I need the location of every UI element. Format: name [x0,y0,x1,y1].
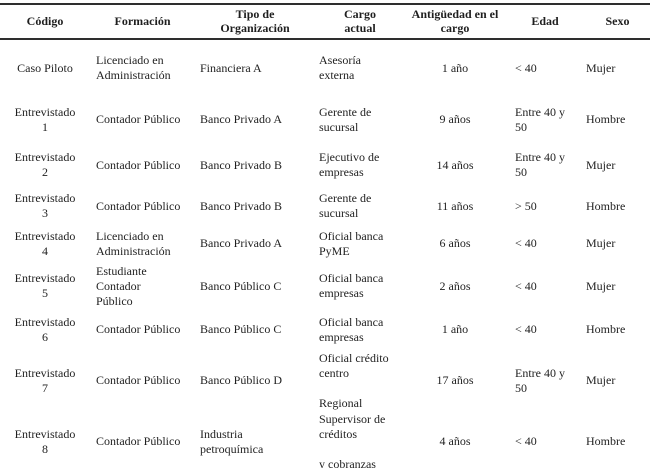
table-cell: Oficial crédito centro Regional [319,350,389,410]
table-cell: Entrevistado 2 [14,150,76,180]
table-cell: Financiera A [200,60,262,75]
header-row: Código Formación Tipo de Organización Ca… [0,4,650,40]
table-cell: 17 años [436,373,474,388]
header-edad: Edad [505,4,585,40]
table-cell: Mujer [586,60,616,75]
table-row-entrevistado-1: Entrevistado 1 Contador Público Banco Pr… [0,97,650,143]
table-cell: Contador Público [96,373,181,388]
table-cell: Banco Público C [200,322,282,337]
table-cell: Oficial banca empresas [319,271,384,301]
table-cell: Oficial banca PyME [319,228,384,258]
table-cell: 1 año [441,60,469,75]
table-cell: Gerente de sucursal [319,104,372,134]
header-sexo: Sexo [585,4,650,40]
table-cell: 4 años [439,434,471,449]
table-cell: Caso Piloto [17,60,73,75]
table-cell: Mujer [586,157,616,172]
table-cell: Banco Privado A [200,236,282,251]
table-row-entrevistado-3: Entrevistado 3 Contador Público Banco Pr… [0,188,650,225]
table-cell: Industria petroquímica [200,426,264,456]
table-cell: Contador Público [96,112,181,127]
table-cell: Contador Público [96,198,181,213]
table-cell: Hombre [586,434,626,449]
table-cell: Supervisor de créditos y cobranzas [319,411,386,468]
table-cell: Banco Privado B [200,157,282,172]
table-cell: Estudiante Contador Público [96,263,147,308]
table-cell: Entrevistado 6 [14,314,76,344]
table-row-caso-piloto: Caso Piloto Licenciado en Administración… [0,39,650,97]
table-cell: 2 años [439,278,471,293]
table-cell: Entre 40 y 50 [515,150,565,180]
table-cell: Hombre [586,198,626,213]
table-row-entrevistado-7: Entrevistado 7 Contador Público Banco Pú… [0,350,650,412]
table-cell: Entrevistado 8 [14,426,76,456]
table-cell: < 40 [515,434,537,449]
header-cargo-actual: Cargo actual [315,4,405,40]
table-row-entrevistado-5: Entrevistado 5 Estudiante Contador Públi… [0,263,650,310]
table-cell: Licenciado en Administración [96,53,171,83]
table-cell: Licenciado en Administración [96,228,171,258]
table-cell: Banco Público D [200,373,282,388]
table-cell: < 40 [515,60,537,75]
table-cell: < 40 [515,322,537,337]
table-cell: Mujer [586,278,616,293]
participants-table: Código Formación Tipo de Organización Ca… [0,3,650,468]
table-cell: 14 años [436,157,474,172]
table-cell: Entrevistado 5 [14,271,76,301]
table-cell: Entre 40 y 50 [515,104,565,134]
table-cell: Entrevistado 1 [14,104,76,134]
table-row-entrevistado-6: Entrevistado 6 Contador Público Banco Pú… [0,310,650,350]
table-cell: Mujer [586,236,616,251]
table-cell: Gerente de sucursal [319,191,372,221]
table-row-entrevistado-8: Entrevistado 8 Contador Público Industri… [0,412,650,468]
table-cell: Banco Privado A [200,112,282,127]
table-cell: Mujer [586,373,616,388]
table-cell: Contador Público [96,322,181,337]
table-cell: Entrevistado 3 [14,191,76,221]
table-cell: Ejecutivo de empresas [319,150,380,180]
table-cell: > 50 [515,198,537,213]
table-row-entrevistado-4: Entrevistado 4 Licenciado en Administrac… [0,225,650,263]
header-codigo: Código [0,4,90,40]
table-cell: Hombre [586,112,626,127]
table-cell: Oficial banca empresas [319,314,384,344]
table-cell: 6 años [439,236,471,251]
table-cell: Contador Público [96,434,181,449]
table-cell: 9 años [439,112,471,127]
header-formacion: Formación [90,4,195,40]
table-cell: Entrevistado 4 [14,228,76,258]
table-cell: < 40 [515,236,537,251]
table-cell: 11 años [436,198,474,213]
table-cell: Contador Público [96,157,181,172]
table-cell: 1 año [441,322,469,337]
table-row-entrevistado-2: Entrevistado 2 Contador Público Banco Pr… [0,143,650,188]
table-cell: Asesoría externa [319,53,361,83]
header-tipo-organizacion: Tipo de Organización [195,4,315,40]
table-cell: Hombre [586,322,626,337]
table-cell: Entrevistado 7 [14,365,76,395]
table-cell: Entre 40 y 50 [515,365,565,395]
table-cell: < 40 [515,278,537,293]
table-cell: Banco Privado B [200,198,282,213]
table-cell: Banco Público C [200,278,282,293]
header-antiguedad: Antigüedad en el cargo [405,4,505,40]
